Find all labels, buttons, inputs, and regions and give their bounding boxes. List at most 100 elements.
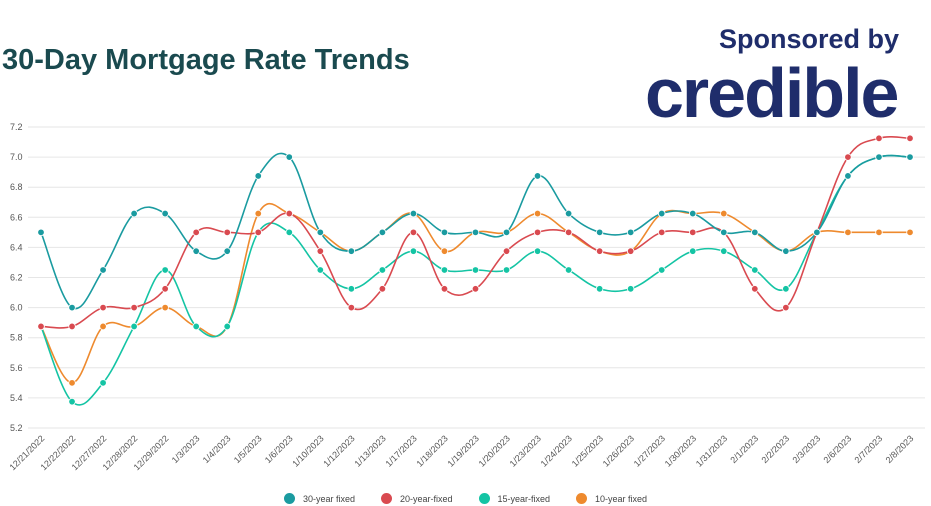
- data-point: [751, 285, 759, 293]
- x-tick-label: 1/20/2023: [477, 433, 512, 468]
- data-point: [626, 228, 635, 237]
- data-point: [440, 285, 449, 293]
- data-point: [502, 228, 511, 237]
- data-point: [254, 172, 262, 180]
- data-point: [99, 266, 107, 274]
- data-point: [378, 285, 387, 293]
- data-point: [595, 285, 604, 293]
- legend-label: 30-year fixed: [302, 493, 355, 504]
- x-tick-label: 1/23/2023: [508, 433, 543, 468]
- data-point: [440, 266, 449, 274]
- x-tick-label: 2/6/2023: [821, 433, 853, 465]
- data-point: [99, 379, 107, 387]
- data-point: [720, 209, 728, 218]
- data-point: [130, 322, 138, 331]
- x-tick-label: 1/4/2023: [201, 433, 233, 465]
- data-point: [595, 247, 604, 255]
- series-line: [40, 152, 911, 310]
- series-line: [40, 202, 910, 384]
- data-point: [440, 247, 449, 255]
- data-point: [533, 228, 542, 237]
- data-point: [378, 228, 387, 237]
- data-point: [626, 285, 635, 293]
- data-point: [471, 266, 480, 274]
- y-tick-label: 5.6: [10, 363, 23, 373]
- sponsor-label: Sponsored by: [719, 24, 900, 54]
- data-point: [844, 228, 852, 237]
- data-point: [658, 266, 666, 274]
- page-title: 30-Day Mortgage Rate Trends: [2, 44, 410, 76]
- y-tick-label: 6.4: [10, 242, 23, 252]
- x-tick-label: 2/3/2023: [790, 433, 822, 465]
- data-point: [316, 247, 325, 255]
- data-point: [254, 228, 262, 237]
- x-tick-label: 1/13/2023: [352, 433, 387, 468]
- data-point: [68, 397, 76, 406]
- data-point: [316, 266, 325, 274]
- data-point: [223, 322, 231, 331]
- data-point: [347, 247, 356, 255]
- data-point: [751, 266, 759, 274]
- data-point: [844, 172, 852, 180]
- data-point: [689, 247, 697, 255]
- data-point: [223, 228, 231, 237]
- data-point: [130, 303, 138, 312]
- x-tick-label: 1/3/2023: [170, 433, 202, 465]
- data-point: [782, 285, 790, 293]
- data-point: [875, 228, 883, 237]
- data-point: [875, 134, 883, 142]
- data-point: [161, 303, 169, 312]
- y-tick-label: 6.0: [10, 303, 23, 313]
- x-tick-label: 1/30/2023: [663, 433, 698, 468]
- legend-swatch: [478, 493, 490, 504]
- data-point: [68, 322, 76, 331]
- legend-item: 15-year-fixed: [478, 493, 551, 504]
- legend-label: 15-year-fixed: [497, 493, 551, 504]
- x-tick-label: 2/7/2023: [853, 433, 885, 465]
- data-point: [285, 228, 293, 237]
- data-point: [564, 228, 573, 237]
- data-point: [533, 247, 542, 255]
- data-point: [161, 266, 169, 274]
- x-tick-label: 1/18/2023: [414, 433, 449, 468]
- x-tick-label: 1/19/2023: [446, 433, 481, 468]
- legend-label: 20-year-fixed: [399, 493, 453, 504]
- data-point: [533, 209, 542, 218]
- x-tick-label: 1/26/2023: [601, 433, 636, 468]
- data-point: [316, 228, 325, 237]
- data-point: [68, 379, 76, 387]
- data-point: [875, 153, 883, 161]
- brand-logo: credible: [645, 54, 899, 132]
- data-point: [626, 247, 635, 255]
- x-tick-label: 1/31/2023: [694, 433, 729, 468]
- data-point: [689, 209, 697, 218]
- x-tick-label: 1/17/2023: [383, 433, 418, 468]
- data-point: [720, 247, 728, 255]
- data-point: [906, 153, 914, 161]
- data-point: [751, 228, 759, 237]
- data-point: [409, 209, 418, 218]
- data-point: [502, 247, 511, 255]
- y-tick-label: 6.6: [10, 212, 23, 222]
- data-point: [192, 228, 200, 237]
- y-tick-label: 7.2: [10, 122, 23, 132]
- data-point: [161, 209, 169, 218]
- data-point: [564, 209, 573, 218]
- data-point: [502, 266, 511, 274]
- data-point: [906, 134, 914, 142]
- chart-legend: 30-year fixed 20-year-fixed 15-year-fixed 1…: [0, 493, 931, 504]
- data-point: [440, 228, 449, 237]
- data-point: [409, 228, 418, 237]
- data-point: [347, 303, 356, 312]
- x-tick-label: 2/2/2023: [759, 433, 791, 465]
- x-tick-label: 1/24/2023: [539, 433, 574, 468]
- data-point: [223, 247, 231, 255]
- data-point: [658, 209, 666, 218]
- data-point: [720, 228, 728, 237]
- y-tick-label: 6.2: [10, 273, 23, 283]
- x-tick-label: 2/8/2023: [884, 433, 916, 465]
- legend-label: 10-year fixed: [595, 493, 648, 504]
- data-point: [906, 228, 914, 237]
- legend-item: 30-year fixed: [283, 493, 355, 504]
